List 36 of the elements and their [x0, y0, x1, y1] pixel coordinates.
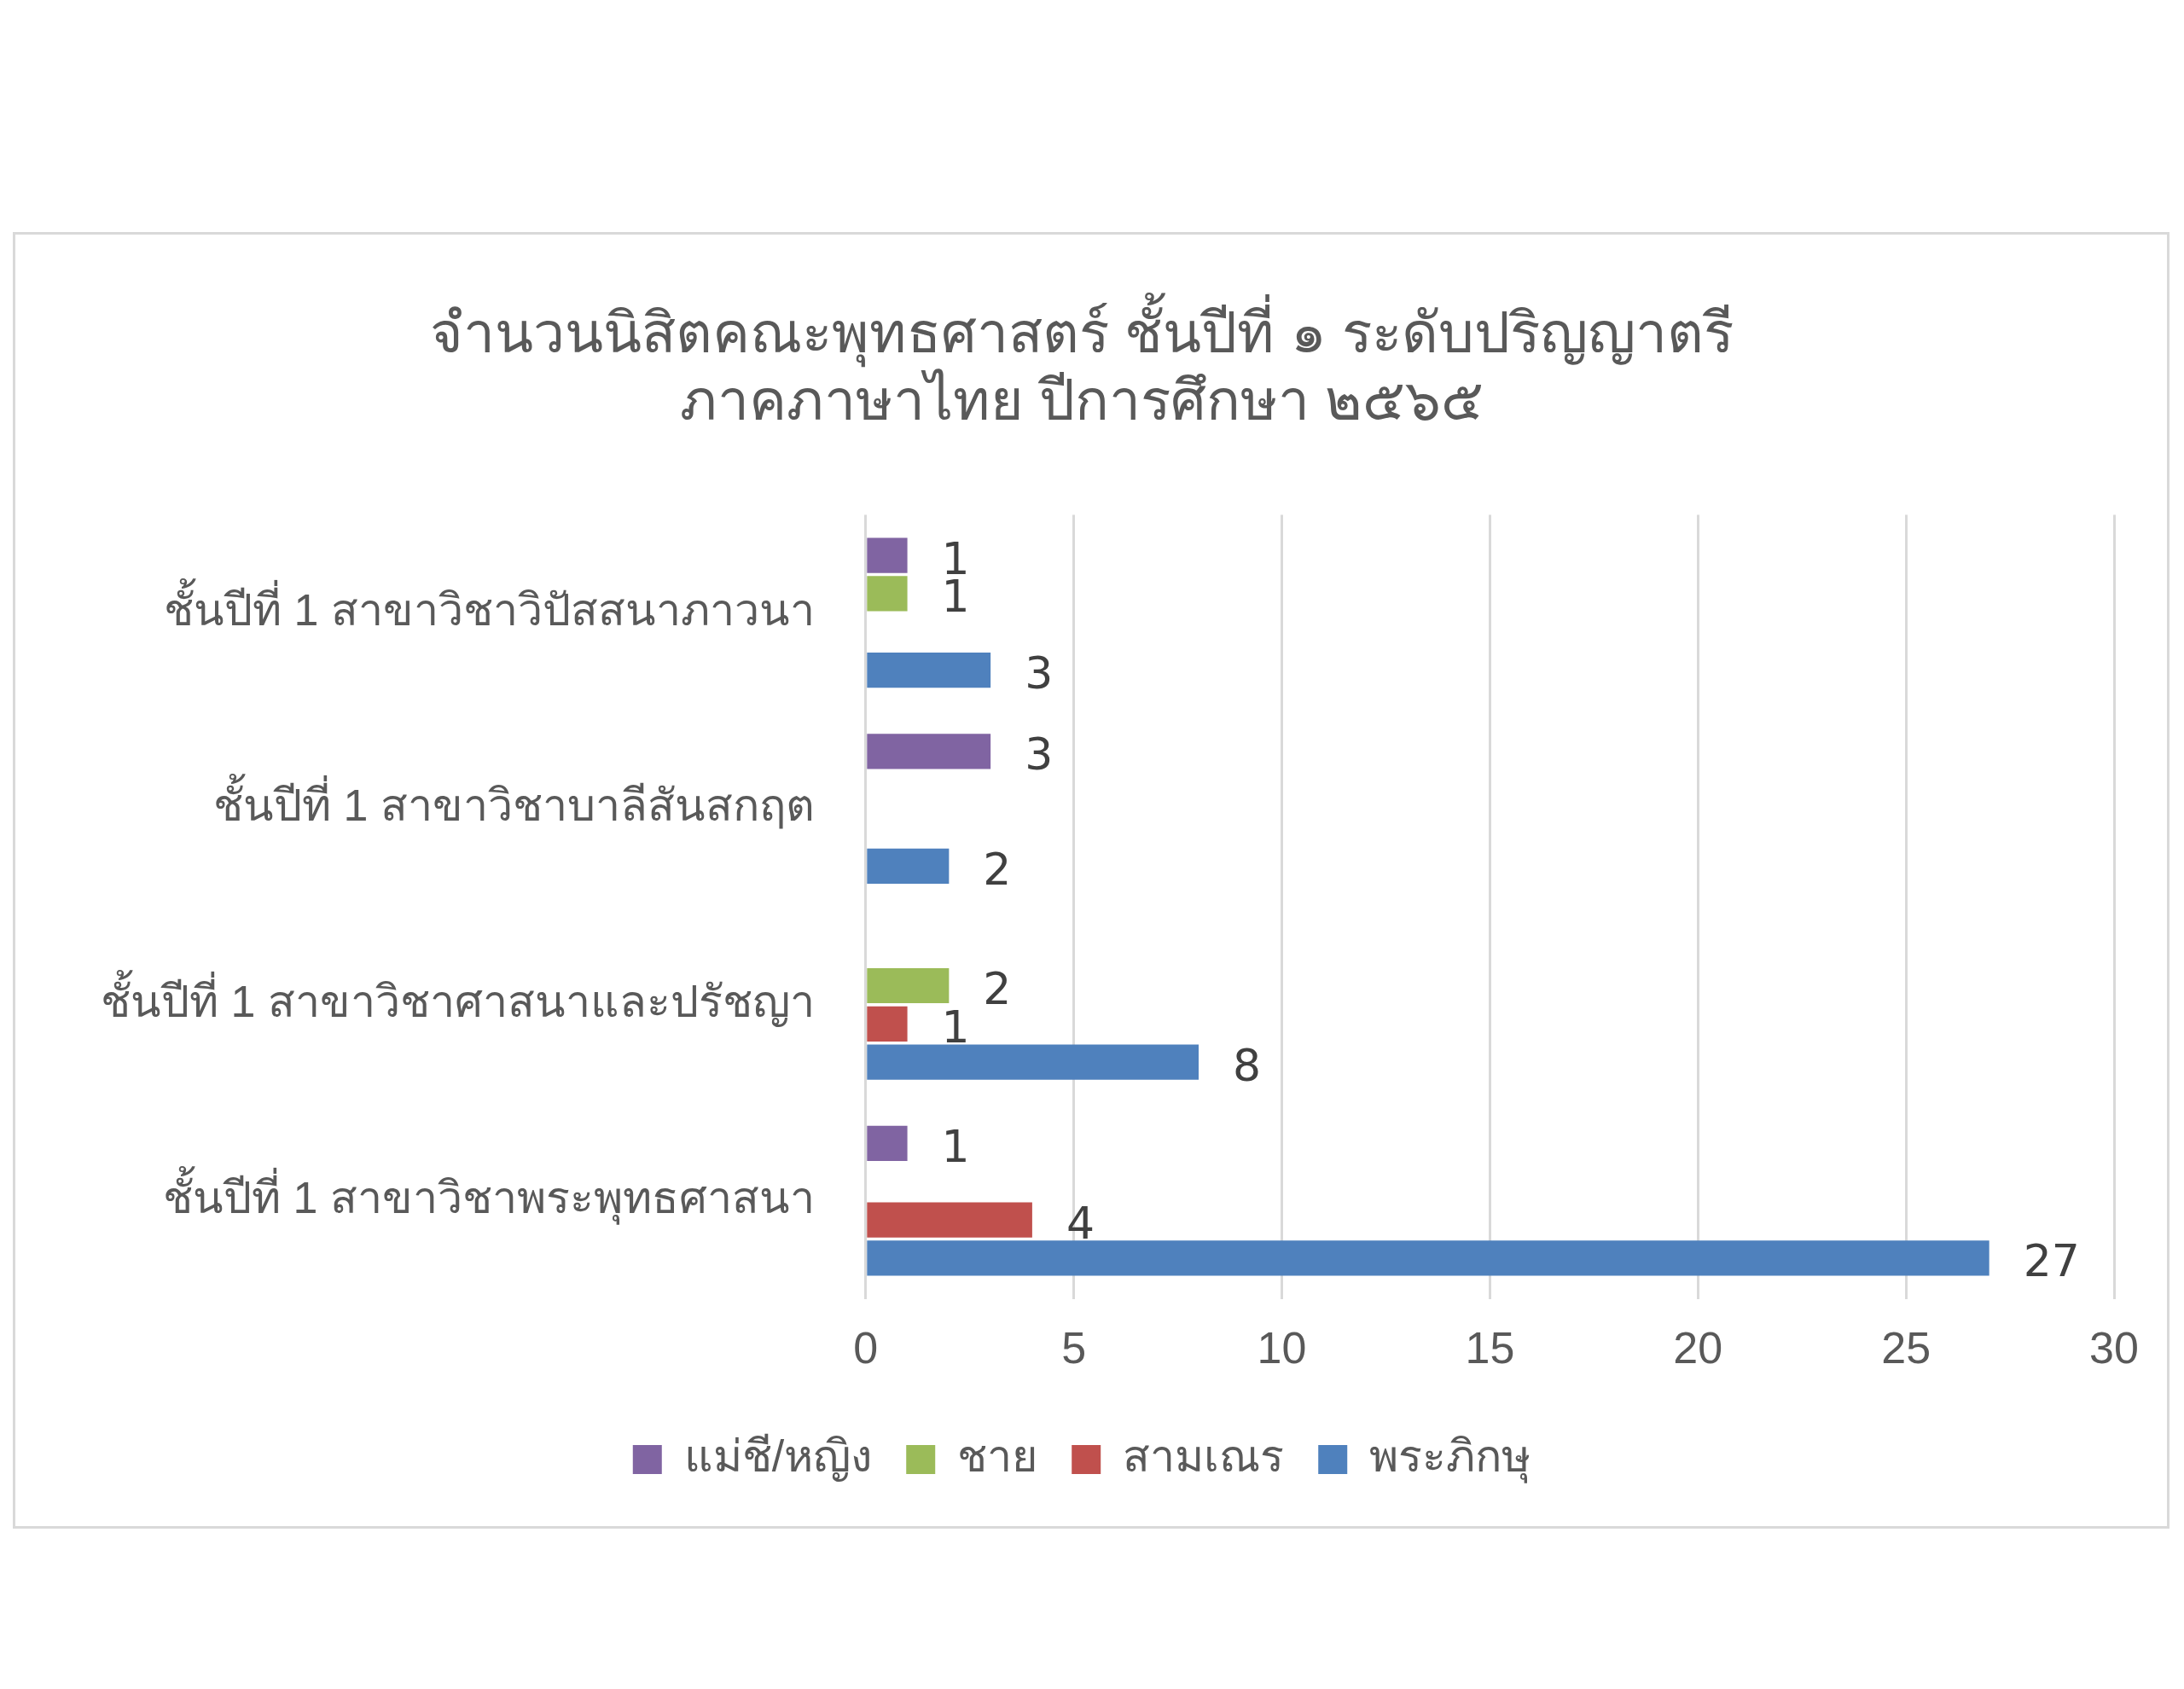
x-tick-label: 0	[853, 1323, 879, 1373]
data-label: 1	[941, 1001, 970, 1053]
y-tick-label: ชั้นปีที่ 1 สาขาวิชาพระพุทธศาสนา	[162, 1166, 815, 1226]
data-label: 2	[983, 843, 1012, 895]
y-tick-label: ชั้นปีที่ 1 สาขาวิชาวิปัสสนาภาวนา	[163, 578, 815, 635]
bar	[867, 848, 950, 884]
text: ภาคภาษาไทย ปีการศึกษา ๒๕๖๕	[679, 369, 1484, 432]
x-tick-label: 15	[1465, 1323, 1515, 1373]
x-tick-label: 5	[1061, 1323, 1087, 1373]
y-tick-label: ชั้นปีที่ 1 สาขาวิชาศาสนาและปรัชญา	[100, 970, 815, 1028]
data-label: 4	[1066, 1197, 1095, 1249]
y-tick-label: ชั้นปีที่ 1 สาขาวิชาบาลีสันสกฤต	[212, 774, 815, 831]
bar	[867, 734, 991, 769]
x-tick-label: 20	[1673, 1323, 1723, 1373]
data-label: 27	[2023, 1235, 2080, 1287]
legend-label: สามเณร	[1123, 1431, 1285, 1482]
legend-label: พระภิกษุ	[1369, 1431, 1531, 1484]
bar	[867, 537, 908, 573]
data-label: 3	[1025, 647, 1054, 699]
x-tick-label: 10	[1257, 1323, 1307, 1373]
bar	[867, 652, 991, 688]
data-label: 2	[983, 963, 1012, 1015]
bar	[867, 1044, 1199, 1080]
legend-label: แม่ชี/หญิง	[683, 1431, 873, 1483]
bar	[867, 1006, 908, 1042]
legend-label: ชาย	[957, 1431, 1038, 1482]
data-label: 8	[1233, 1039, 1262, 1091]
bar	[867, 576, 908, 612]
bar	[867, 1202, 1032, 1238]
data-label: 3	[1025, 728, 1054, 781]
x-tick-label: 30	[2089, 1323, 2139, 1373]
data-label: 1	[941, 1121, 970, 1172]
bar	[867, 1240, 1989, 1276]
bar	[867, 967, 950, 1004]
x-tick-label: 25	[1881, 1323, 1931, 1373]
bar	[867, 1125, 908, 1162]
